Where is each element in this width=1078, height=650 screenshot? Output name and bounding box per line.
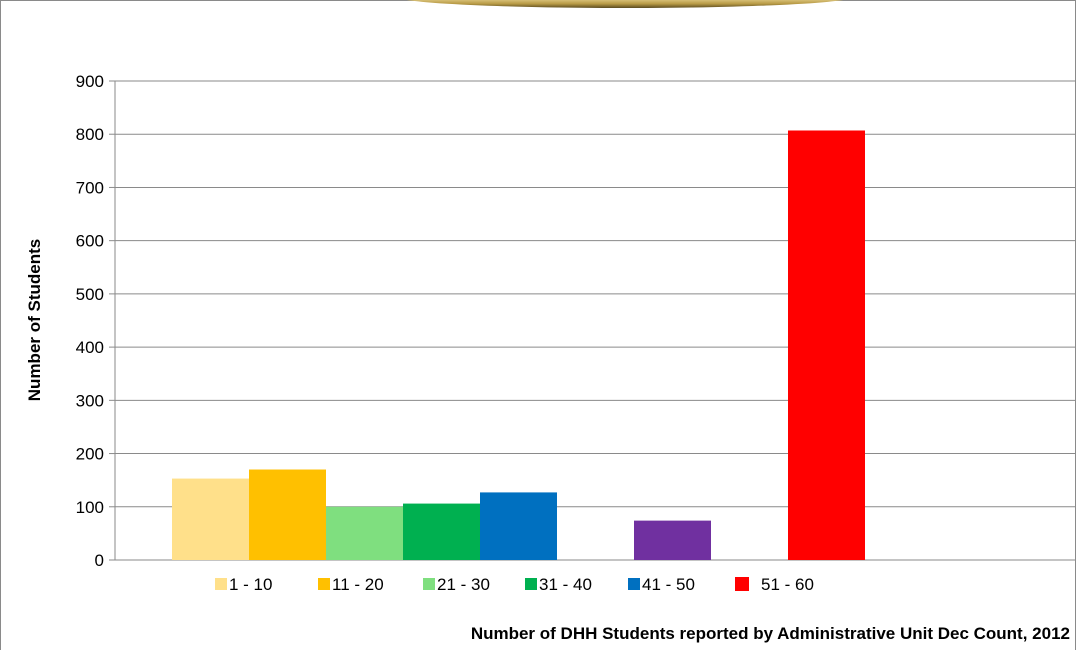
legend-swatch — [525, 578, 537, 590]
y-tick-label: 300 — [76, 391, 104, 410]
y-tick-label: 500 — [76, 285, 104, 304]
bar — [172, 478, 249, 560]
bar — [249, 469, 326, 560]
y-axis-label: Number of Students — [25, 239, 44, 401]
x-axis-label: Number of DHH Students reported by Admin… — [471, 624, 1070, 643]
y-tick-label: 900 — [76, 72, 104, 91]
legend-label: 11 - 20 — [332, 575, 384, 594]
legend-swatch — [215, 578, 227, 590]
y-tick-label: 600 — [76, 232, 104, 251]
y-tick-label: 800 — [76, 125, 104, 144]
bar — [326, 506, 403, 560]
legend-label: 21 - 30 — [437, 575, 490, 594]
y-tick-label: 700 — [76, 178, 104, 197]
legend-swatch — [628, 578, 640, 590]
legend: 1 - 10 11 - 20 21 - 30 31 - 40 41 - 50 51 - 6… — [215, 575, 814, 594]
legend-swatch — [318, 578, 330, 590]
top-decoration — [395, 0, 855, 8]
bar — [403, 503, 480, 560]
bar — [634, 520, 711, 560]
legend-label: 41 - 50 — [642, 575, 695, 594]
bar — [788, 130, 865, 560]
legend-label: 31 - 40 — [539, 575, 592, 594]
bars — [172, 130, 865, 560]
bar — [480, 492, 557, 560]
y-axis-ticks: 0 100 200 300 400 500 600 700 800 900 — [76, 72, 115, 570]
y-tick-label: 100 — [76, 498, 104, 517]
legend-label: 1 - 10 — [229, 575, 272, 594]
legend-label: 51 - 60 — [761, 575, 814, 594]
legend-swatch — [735, 577, 749, 591]
y-tick-label: 200 — [76, 445, 104, 464]
y-tick-label: 400 — [76, 338, 104, 357]
legend-swatch — [423, 578, 435, 590]
y-tick-label: 0 — [95, 551, 104, 570]
